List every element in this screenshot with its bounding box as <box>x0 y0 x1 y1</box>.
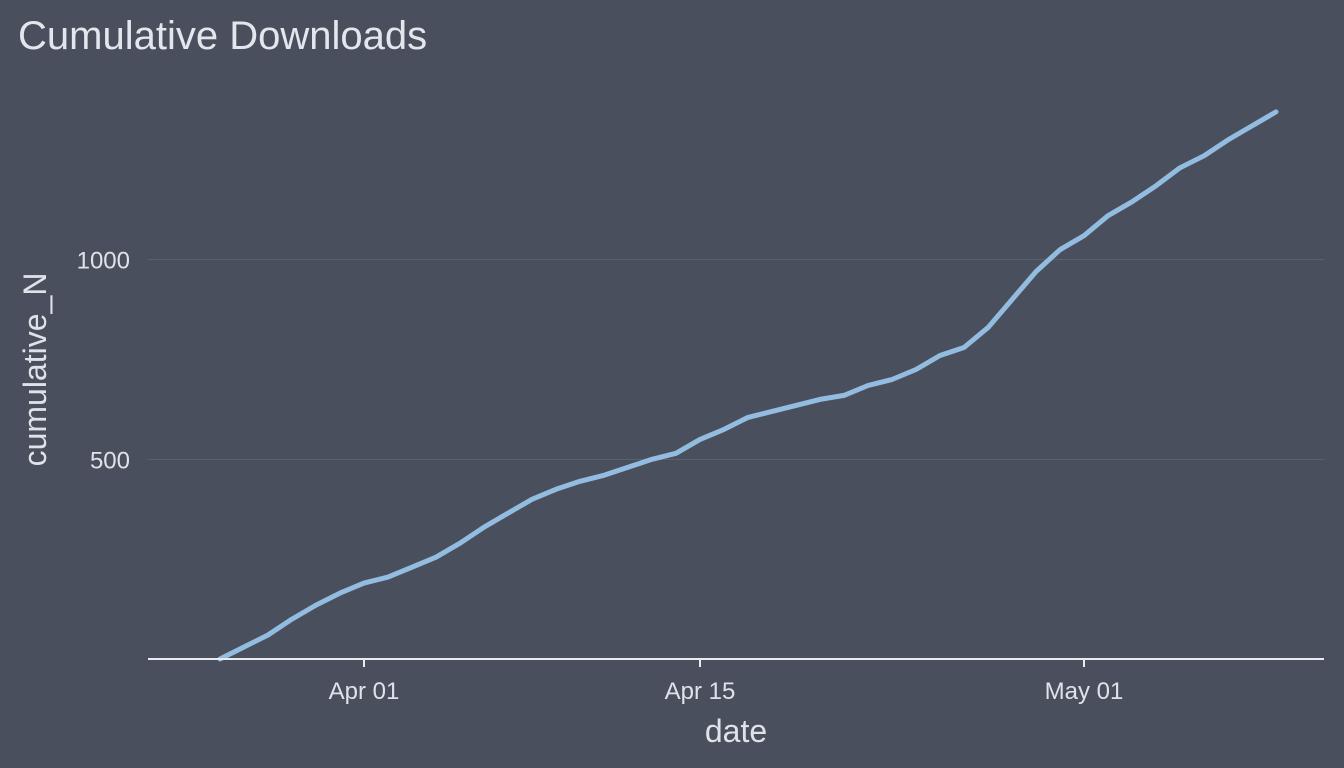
data-point <box>459 542 461 544</box>
data-point <box>339 592 341 594</box>
y-axis-title: cumulative_N <box>17 273 53 467</box>
data-point <box>603 474 605 476</box>
data-point <box>579 480 581 482</box>
y-ticks: 500 1000 <box>77 248 130 475</box>
data-point <box>1227 139 1229 141</box>
data-point <box>891 379 893 380</box>
data-point <box>1131 201 1133 203</box>
series-layer <box>217 109 1279 662</box>
x-axis-title: date <box>705 713 767 749</box>
data-point <box>483 526 485 528</box>
data-point <box>387 576 389 578</box>
data-point <box>1059 249 1061 251</box>
data-point <box>771 410 773 412</box>
data-point <box>1203 155 1205 157</box>
data-point <box>243 646 245 648</box>
data-point <box>1083 235 1085 237</box>
data-point <box>1011 299 1013 301</box>
data-point <box>915 369 917 370</box>
data-point <box>507 512 509 514</box>
data-point <box>843 394 845 396</box>
gridlines <box>148 259 1324 460</box>
data-point <box>1155 185 1157 187</box>
data-point <box>747 416 749 418</box>
data-point <box>867 385 869 386</box>
data-point <box>1107 215 1109 217</box>
x-ticks: Apr 01 Apr 15 May 01 <box>329 659 1124 705</box>
data-point <box>699 438 701 440</box>
data-point <box>963 347 965 348</box>
x-tick-label: Apr 15 <box>665 678 736 705</box>
data-point <box>1035 271 1037 273</box>
data-point <box>723 428 725 430</box>
x-tick-label: May 01 <box>1045 678 1124 705</box>
data-point <box>675 452 677 454</box>
y-tick-label: 500 <box>90 447 130 474</box>
data-point <box>531 498 533 500</box>
data-point <box>555 488 557 490</box>
data-point <box>1251 125 1253 127</box>
data-point <box>411 566 413 568</box>
data-point <box>315 604 317 606</box>
data-point <box>627 466 629 468</box>
data-point <box>1179 167 1181 169</box>
data-point <box>795 404 797 406</box>
series-line <box>217 109 1279 662</box>
data-point <box>987 327 989 329</box>
chart-title: Cumulative Downloads <box>18 14 428 58</box>
data-point <box>939 355 941 356</box>
data-point <box>291 618 293 620</box>
data-point <box>363 582 365 584</box>
data-point <box>1275 111 1277 113</box>
data-point <box>819 398 821 400</box>
x-tick-label: Apr 01 <box>329 678 400 705</box>
data-point <box>651 458 653 460</box>
data-point <box>267 634 269 636</box>
data-point <box>435 556 437 558</box>
y-tick-label: 1000 <box>77 248 130 275</box>
